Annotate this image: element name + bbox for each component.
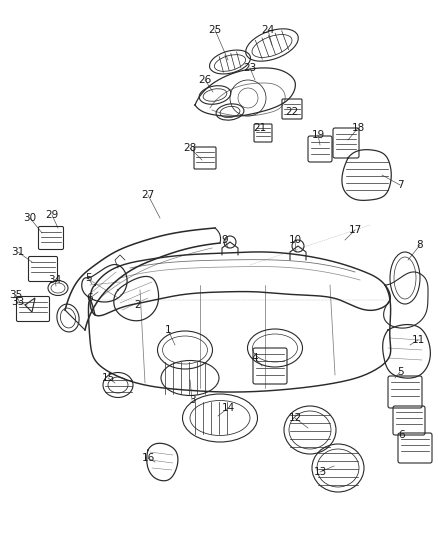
Text: 6: 6 bbox=[87, 293, 93, 303]
Text: 29: 29 bbox=[46, 210, 59, 220]
Text: 17: 17 bbox=[348, 225, 362, 235]
Text: 30: 30 bbox=[24, 213, 36, 223]
Text: 4: 4 bbox=[252, 353, 258, 363]
Text: 14: 14 bbox=[221, 403, 235, 413]
Text: 6: 6 bbox=[399, 430, 405, 440]
Text: 19: 19 bbox=[311, 130, 325, 140]
Text: 28: 28 bbox=[184, 143, 197, 153]
Text: 12: 12 bbox=[288, 413, 302, 423]
Text: 22: 22 bbox=[286, 107, 299, 117]
Text: 24: 24 bbox=[261, 25, 275, 35]
Text: 26: 26 bbox=[198, 75, 212, 85]
Text: 8: 8 bbox=[417, 240, 423, 250]
Text: 1: 1 bbox=[165, 325, 171, 335]
Text: 10: 10 bbox=[289, 235, 301, 245]
Text: 2: 2 bbox=[135, 300, 141, 310]
Text: 33: 33 bbox=[11, 297, 25, 307]
Text: 16: 16 bbox=[141, 453, 155, 463]
Text: 18: 18 bbox=[351, 123, 364, 133]
Text: 34: 34 bbox=[48, 275, 62, 285]
Text: 5: 5 bbox=[397, 367, 403, 377]
Text: 13: 13 bbox=[313, 467, 327, 477]
Text: 25: 25 bbox=[208, 25, 222, 35]
Text: 31: 31 bbox=[11, 247, 25, 257]
Text: 9: 9 bbox=[222, 235, 228, 245]
Text: 3: 3 bbox=[189, 395, 195, 405]
Text: 35: 35 bbox=[9, 290, 23, 300]
Text: 15: 15 bbox=[101, 373, 115, 383]
Text: 21: 21 bbox=[253, 123, 267, 133]
Text: 23: 23 bbox=[244, 63, 257, 73]
Text: 27: 27 bbox=[141, 190, 155, 200]
Text: 5: 5 bbox=[85, 273, 91, 283]
Text: 11: 11 bbox=[411, 335, 424, 345]
Text: 7: 7 bbox=[397, 180, 403, 190]
